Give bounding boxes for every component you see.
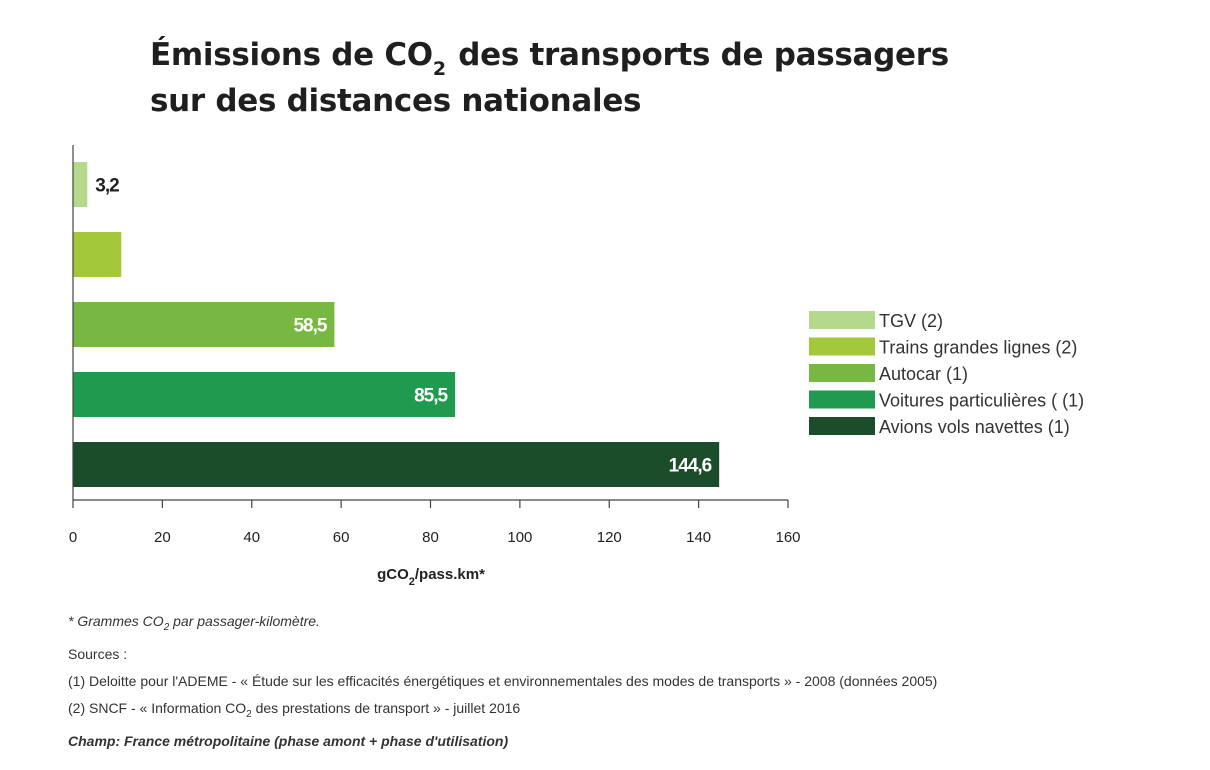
- bar-value-label: 58,5: [293, 316, 327, 337]
- bar-value-label: 3,2: [95, 176, 119, 197]
- axes-layer: 0 20 40 60 80 100 120 140 160 gCO2/pass.km*: [69, 145, 801, 588]
- bar-value-label: 144,6: [669, 456, 712, 477]
- legend-label: Trains grandes lignes (2): [879, 338, 1077, 358]
- legend-label: TGV (2): [879, 311, 943, 331]
- title-part2: des transports de passagers: [447, 37, 949, 73]
- bar-1: [73, 162, 88, 207]
- title-part1: Émissions de CO: [150, 37, 433, 73]
- bar-2: [73, 232, 122, 277]
- bars-layer: 3,2 10,8 58,5 85,5 144,6: [73, 162, 720, 487]
- legend-swatch: [809, 390, 875, 409]
- footnote: * Grammes CO2 par passager-kilomètre.: [68, 613, 320, 633]
- legend-swatch: [809, 364, 875, 382]
- legend-label: Avions vols navettes (1): [879, 417, 1070, 437]
- chart-notes: * Grammes CO2 par passager-kilomètre. So…: [68, 608, 937, 755]
- x-tick-label: 40: [243, 529, 260, 546]
- x-axis-label: gCO2/pass.km*: [377, 566, 485, 588]
- x-tick-label: 20: [154, 529, 171, 546]
- x-tick-label: 100: [507, 529, 532, 546]
- source-2: (2) SNCF - « Information CO2 des prestat…: [68, 699, 521, 720]
- legend-swatch: [809, 337, 875, 356]
- chart-title: Émissions de CO2 des transports de passa…: [150, 34, 949, 122]
- x-tick-label: 160: [775, 529, 800, 546]
- x-tick-label: 60: [333, 529, 350, 546]
- bar-3: [73, 302, 335, 347]
- legend-swatch: [809, 417, 875, 435]
- legend-label: Voitures particulières ( (1): [879, 391, 1084, 411]
- bar-4: [73, 372, 456, 417]
- legend-swatch: [809, 311, 875, 329]
- legend: TGV (2) Trains grandes lignes (2) Autocar …: [809, 311, 1084, 437]
- scope-note: Champ: France métropolitaine (phase amon…: [68, 732, 509, 749]
- x-tick-label: 120: [597, 529, 622, 546]
- source-1: (1) Deloitte pour l'ADEME - « Étude sur …: [68, 672, 938, 689]
- x-tick-label: 80: [422, 529, 439, 546]
- sources-label: Sources :: [68, 645, 128, 662]
- title-line2: sur des distances nationales: [150, 83, 642, 119]
- bar-value-label: 85,5: [414, 386, 448, 407]
- title-subscript: 2: [432, 58, 446, 80]
- x-tick-label: 140: [686, 529, 711, 546]
- x-tick-label: 0: [69, 529, 77, 546]
- bar-value-label: 10,8: [129, 246, 162, 267]
- legend-label: Autocar (1): [879, 364, 968, 384]
- bar-chart: 3,2 10,8 58,5 85,5 144,6 0 20 40 60 80 100 120 140 1…: [69, 145, 1084, 588]
- bar-5: [73, 442, 720, 487]
